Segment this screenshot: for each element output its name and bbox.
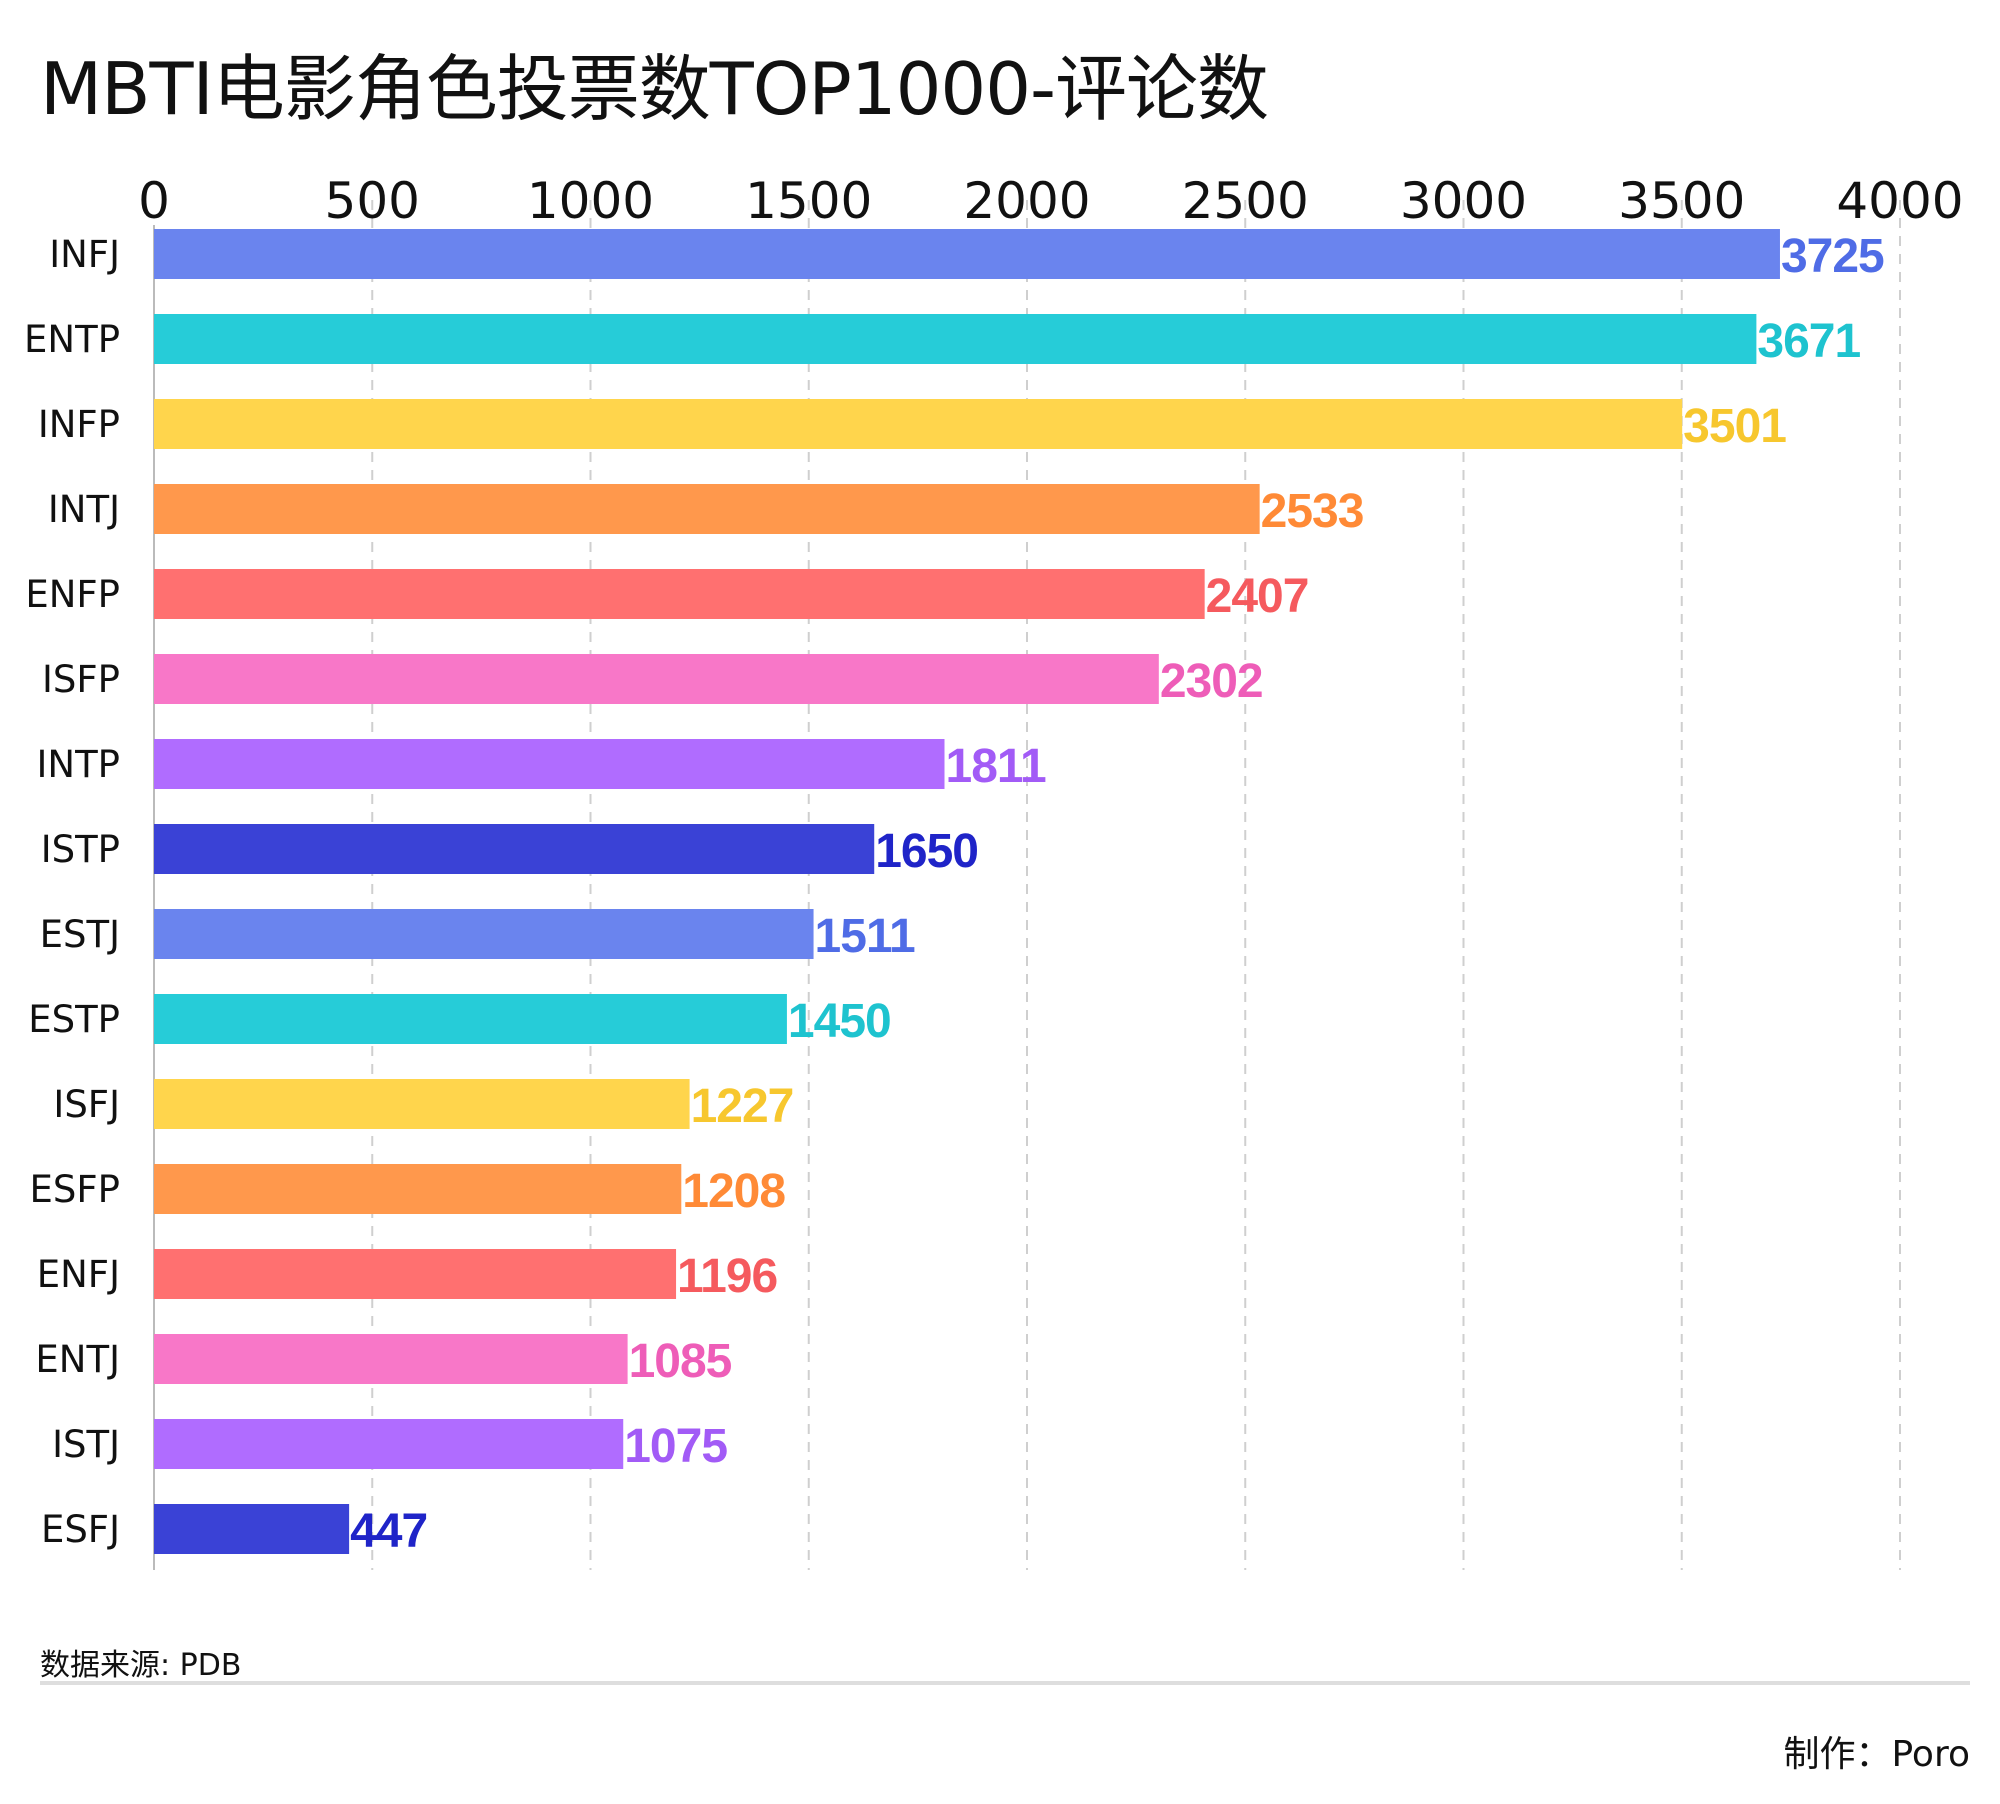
value-label: 1227 (691, 1080, 794, 1133)
value-label: 1085 (629, 1335, 732, 1388)
value-label: 1650 (875, 825, 978, 878)
x-tick-label: 1000 (527, 172, 654, 230)
bar-istj (154, 1419, 624, 1469)
value-label: 2302 (1160, 655, 1263, 708)
x-tick-label: 2000 (963, 172, 1090, 230)
category-label: ESTJ (40, 913, 120, 956)
x-tick-label: 4000 (1836, 172, 1963, 230)
credit-note: 制作：Poro (1783, 1734, 1971, 1775)
bar-isfp (154, 654, 1159, 704)
value-label: 3501 (1683, 400, 1786, 453)
value-label: 1450 (788, 995, 891, 1048)
bar-infp (154, 399, 1683, 449)
category-label: ESFJ (41, 1508, 120, 1551)
category-label: ENFJ (37, 1253, 120, 1296)
value-label: 1511 (815, 910, 915, 963)
x-tick-label: 3000 (1400, 172, 1527, 230)
x-tick-label: 1500 (745, 172, 872, 230)
category-label: INFJ (49, 233, 120, 276)
category-label: ESFP (30, 1168, 120, 1211)
bar-enfp (154, 569, 1205, 619)
bar-enfj (154, 1249, 677, 1299)
category-label: ESTP (28, 998, 120, 1041)
category-label: ISTJ (52, 1423, 120, 1466)
bar-intp (154, 739, 945, 789)
category-label: ENTP (24, 318, 120, 361)
value-label: 3671 (1757, 315, 1860, 368)
bar-estj (154, 909, 814, 959)
chart-title: MBTI电影角色投票数TOP1000-评论数 (40, 47, 1269, 131)
bar-infj (154, 229, 1780, 279)
bar-estp (154, 994, 787, 1044)
value-label: 447 (350, 1505, 427, 1558)
value-label: 2533 (1261, 485, 1364, 538)
bar-esfp (154, 1164, 682, 1214)
value-label: 1196 (677, 1250, 777, 1303)
bar-entj (154, 1334, 628, 1384)
x-tick-label: 0 (138, 172, 170, 230)
category-label: ISFP (42, 658, 120, 701)
bar-chart: 0 500 1000 1500 2000 2500 3000 3500 4000 INFJ 3725… (24, 172, 1964, 1570)
bar-esfj (154, 1504, 350, 1554)
data-source-note: 数据来源: PDB (40, 1648, 242, 1683)
bar-istp (154, 824, 875, 874)
category-label: ENTJ (35, 1338, 120, 1381)
x-tick-label: 3500 (1618, 172, 1745, 230)
category-label: ISTP (41, 828, 120, 871)
category-label: ISFJ (53, 1083, 120, 1126)
footer-divider (40, 1681, 1970, 1685)
value-label: 2407 (1206, 570, 1309, 623)
bar-entp (154, 314, 1757, 364)
category-label: INTP (36, 743, 120, 786)
category-label: INFP (38, 403, 120, 446)
value-label: 1075 (624, 1420, 727, 1473)
value-label: 1811 (946, 740, 1046, 793)
value-label: 3725 (1781, 230, 1884, 283)
bar-intj (154, 484, 1260, 534)
x-tick-label: 2500 (1182, 172, 1309, 230)
value-label: 1208 (682, 1165, 785, 1218)
bar-isfj (154, 1079, 690, 1129)
category-label: INTJ (48, 488, 120, 531)
category-label: ENFP (25, 573, 120, 616)
x-tick-label: 500 (325, 172, 420, 230)
